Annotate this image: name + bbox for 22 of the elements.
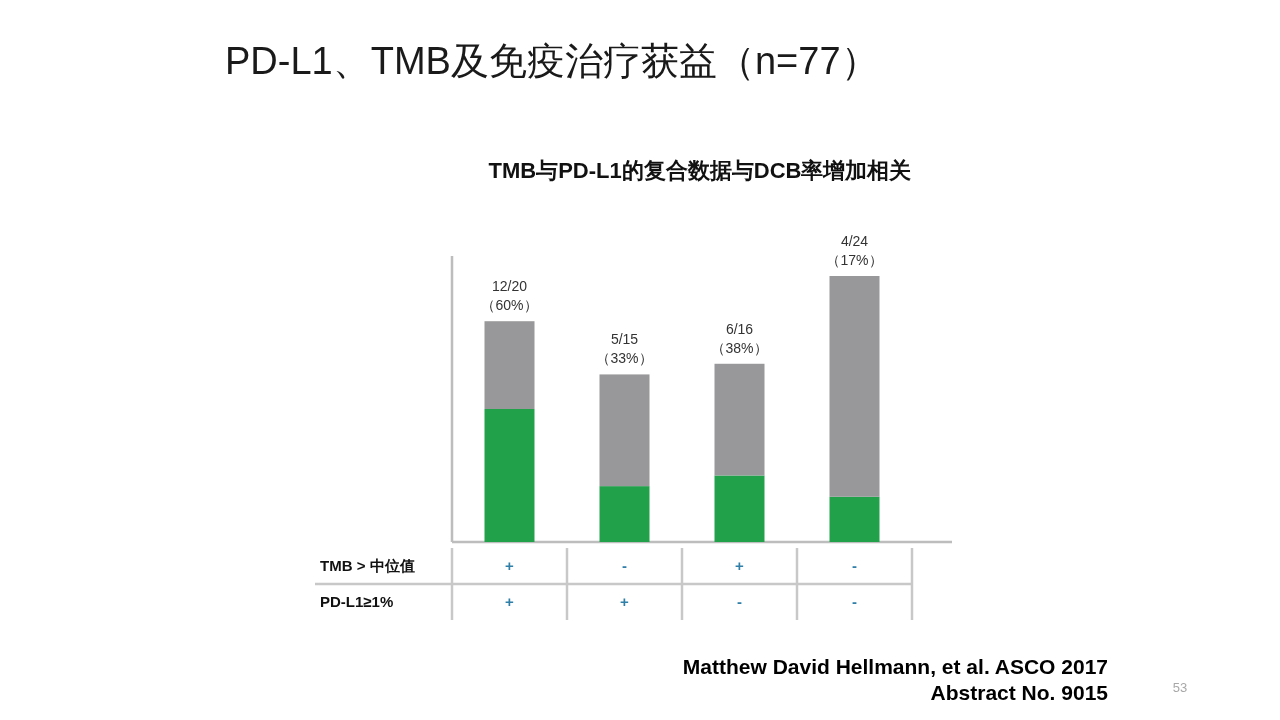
bar [599, 374, 650, 487]
chart-title: PD-L1、TMB及免疫治疗获益（n=77） [225, 40, 879, 82]
total-label: 4/24 （17%） [826, 233, 883, 268]
total-label: 5/15 （33%） [596, 331, 653, 367]
category-label: + + [505, 557, 514, 610]
category-label: + - [735, 557, 744, 610]
bar [714, 475, 765, 542]
total-label: 6/16 （38%） [711, 320, 768, 356]
bar [484, 321, 535, 409]
bar [484, 409, 535, 542]
bar [829, 276, 880, 497]
category-label: - - [852, 557, 857, 610]
text: TMB > 中位值 [320, 557, 415, 574]
text: Matthew David Hellmann, et al. ASCO 2017 Abstract No. 9015 [682, 655, 1109, 704]
chart-subtitle: TMB与PD-L1的复合数据与DCB率增加相关 [488, 158, 912, 183]
total-label: 12/20 （60%） [481, 278, 538, 314]
category-label: - + [620, 557, 629, 610]
text: 53 [1172, 680, 1188, 695]
text: PD-L1≥1% [320, 593, 394, 610]
bar [829, 496, 880, 542]
bar [599, 486, 650, 542]
bar [714, 363, 765, 476]
